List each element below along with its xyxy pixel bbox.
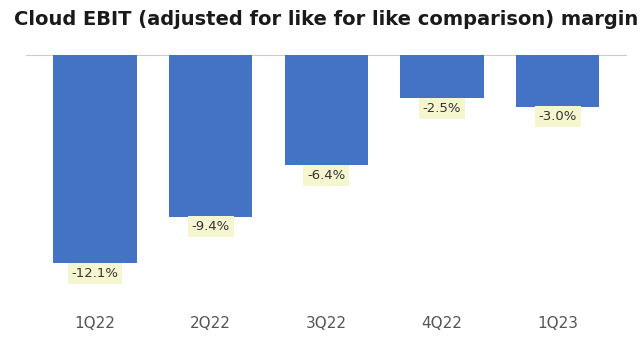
Text: -9.4%: -9.4%: [191, 220, 230, 233]
Bar: [401, 55, 484, 98]
Bar: [169, 55, 252, 217]
Bar: [285, 55, 368, 165]
Text: -6.4%: -6.4%: [307, 169, 346, 182]
Text: -3.0%: -3.0%: [539, 110, 577, 123]
Title: Cloud EBIT (adjusted for like for like comparison) margin: Cloud EBIT (adjusted for like for like c…: [14, 10, 639, 29]
Text: -2.5%: -2.5%: [423, 102, 461, 115]
Text: -12.1%: -12.1%: [72, 267, 118, 280]
Bar: [53, 55, 137, 263]
Bar: [516, 55, 600, 107]
